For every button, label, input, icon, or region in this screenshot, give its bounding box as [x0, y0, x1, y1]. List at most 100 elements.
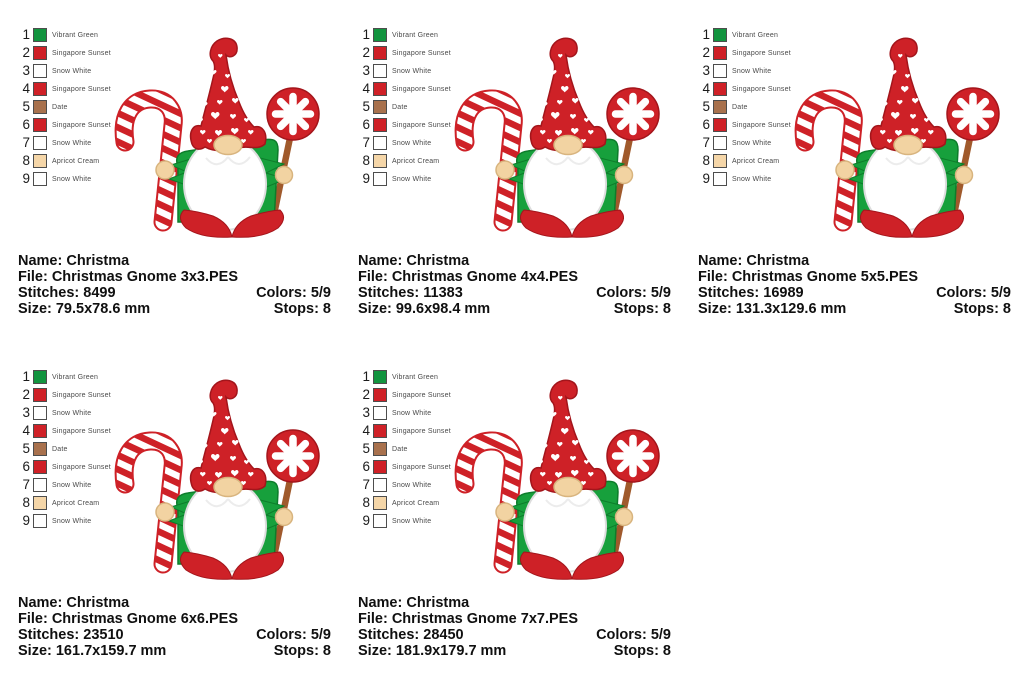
design-stitches: Stitches: 28450 [358, 627, 464, 643]
thread-color-swatch [373, 154, 387, 168]
thread-number: 1 [22, 369, 30, 385]
thread-color-swatch [713, 100, 727, 114]
legend-item: 2 Singapore Sunset [696, 44, 791, 62]
legend-item: 8 Apricot Cream [16, 494, 111, 512]
gnome-candy-illustration [788, 24, 1018, 248]
thread-color-swatch [713, 118, 727, 132]
thread-number: 9 [362, 171, 370, 187]
thread-color-swatch [33, 100, 47, 114]
thread-color-swatch [373, 424, 387, 438]
thread-color-swatch [373, 514, 387, 528]
design-info: Name: Christma File: Christmas Gnome 4x4… [358, 253, 671, 317]
thread-color-name: Snow White [392, 175, 432, 183]
thread-color-swatch [373, 442, 387, 456]
thread-color-swatch [713, 154, 727, 168]
legend-item: 6 Singapore Sunset [356, 116, 451, 134]
gnome-candy-illustration [448, 366, 678, 590]
legend-item: 9 Snow White [696, 170, 791, 188]
design-name: Name: Christma [358, 253, 470, 269]
thread-color-swatch [373, 64, 387, 78]
design-panel: 1 Vibrant Green 2 Singapore Sunset 3 Snow Whi… [340, 342, 680, 684]
design-colors: Colors: 5/9 [596, 627, 671, 643]
legend-item: 3 Snow White [356, 404, 451, 422]
thread-color-name: Singapore Sunset [392, 427, 451, 435]
thread-color-name: Singapore Sunset [392, 85, 451, 93]
thread-number: 2 [362, 45, 370, 61]
legend-item: 8 Apricot Cream [356, 152, 451, 170]
legend-item: 7 Snow White [16, 134, 111, 152]
thread-color-swatch [713, 172, 727, 186]
thread-color-legend: 1 Vibrant Green 2 Singapore Sunset 3 Snow Whi… [356, 368, 451, 530]
thread-number: 9 [702, 171, 710, 187]
legend-item: 5 Date [356, 98, 451, 116]
thread-color-name: Snow White [392, 139, 432, 147]
thread-color-name: Date [52, 445, 68, 453]
thread-color-name: Date [52, 103, 68, 111]
thread-number: 8 [702, 153, 710, 169]
thread-number: 1 [362, 27, 370, 43]
thread-color-name: Singapore Sunset [52, 391, 111, 399]
legend-item: 4 Singapore Sunset [16, 422, 111, 440]
gnome-artwork [448, 24, 678, 248]
gnome-candy-illustration [108, 24, 338, 248]
design-panel: 1 Vibrant Green 2 Singapore Sunset 3 Snow Whi… [0, 0, 340, 342]
thread-number: 5 [22, 99, 30, 115]
design-panel: 1 Vibrant Green 2 Singapore Sunset 3 Snow Whi… [340, 0, 680, 342]
design-size: Size: 131.3x129.6 mm [698, 301, 847, 317]
thread-color-swatch [33, 64, 47, 78]
design-stitches: Stitches: 11383 [358, 285, 463, 301]
thread-color-name: Singapore Sunset [732, 85, 791, 93]
thread-color-swatch [713, 28, 727, 42]
gnome-artwork [448, 366, 678, 590]
thread-color-name: Vibrant Green [52, 31, 99, 39]
thread-number: 8 [22, 153, 30, 169]
design-panel: 1 Vibrant Green 2 Singapore Sunset 3 Snow Whi… [0, 342, 340, 684]
legend-item: 4 Singapore Sunset [356, 422, 451, 440]
legend-item: 5 Date [696, 98, 791, 116]
thread-color-swatch [33, 514, 47, 528]
thread-number: 4 [702, 81, 710, 97]
thread-color-name: Vibrant Green [732, 31, 779, 39]
design-info: Name: Christma File: Christmas Gnome 7x7… [358, 595, 671, 659]
design-name: Name: Christma [18, 253, 130, 269]
thread-number: 7 [362, 135, 370, 151]
gnome-artwork [108, 366, 338, 590]
thread-number: 9 [362, 513, 370, 529]
design-colors: Colors: 5/9 [596, 285, 671, 301]
legend-item: 2 Singapore Sunset [356, 44, 451, 62]
thread-color-name: Snow White [52, 139, 92, 147]
design-colors: Colors: 5/9 [936, 285, 1011, 301]
gnome-candy-illustration [108, 366, 338, 590]
thread-color-name: Singapore Sunset [52, 427, 111, 435]
thread-color-swatch [373, 388, 387, 402]
thread-color-name: Date [392, 445, 408, 453]
thread-color-name: Singapore Sunset [392, 463, 451, 471]
thread-color-name: Singapore Sunset [52, 85, 111, 93]
thread-color-name: Apricot Cream [392, 499, 440, 507]
thread-number: 8 [362, 153, 370, 169]
thread-color-name: Snow White [392, 481, 432, 489]
thread-number: 5 [362, 441, 370, 457]
thread-color-swatch [33, 424, 47, 438]
thread-number: 7 [22, 477, 30, 493]
legend-item: 2 Singapore Sunset [356, 386, 451, 404]
thread-color-name: Singapore Sunset [52, 49, 111, 57]
legend-item: 8 Apricot Cream [356, 494, 451, 512]
thread-color-name: Singapore Sunset [392, 391, 451, 399]
thread-color-name: Vibrant Green [52, 373, 99, 381]
thread-number: 3 [22, 63, 30, 79]
thread-number: 6 [702, 117, 710, 133]
legend-item: 5 Date [16, 440, 111, 458]
thread-number: 3 [22, 405, 30, 421]
design-info: Name: Christma File: Christmas Gnome 6x6… [18, 595, 331, 659]
thread-color-name: Singapore Sunset [392, 49, 451, 57]
thread-color-swatch [373, 496, 387, 510]
thread-number: 7 [362, 477, 370, 493]
thread-color-name: Snow White [52, 517, 92, 525]
thread-number: 4 [362, 423, 370, 439]
thread-color-swatch [373, 478, 387, 492]
design-stops: Stops: 8 [613, 643, 671, 659]
thread-color-swatch [33, 118, 47, 132]
design-panel: 1 Vibrant Green 2 Singapore Sunset 3 Snow Whi… [680, 0, 1020, 342]
thread-color-name: Singapore Sunset [52, 121, 111, 129]
